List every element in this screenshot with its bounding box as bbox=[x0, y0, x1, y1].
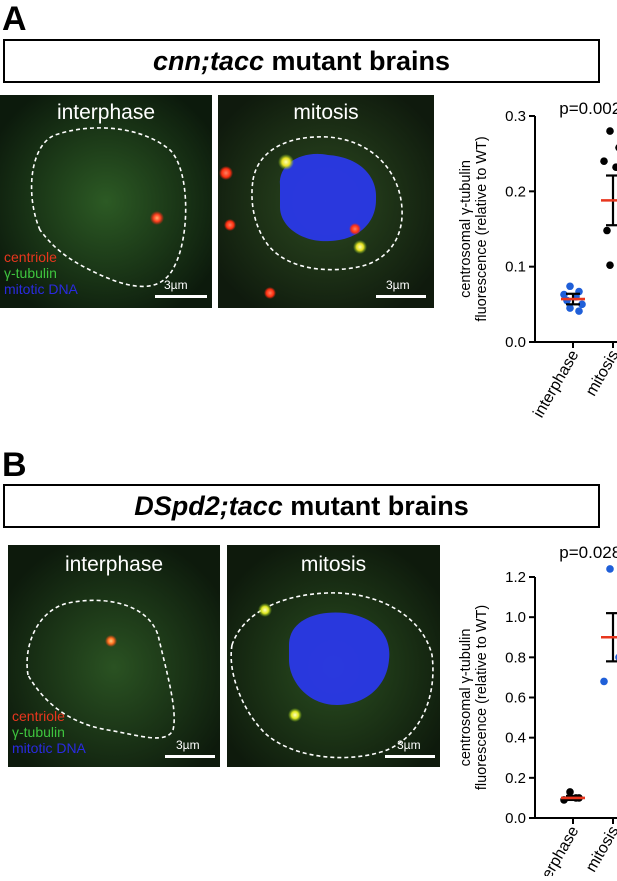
panel-a-mitosis-micrograph bbox=[218, 95, 434, 308]
y-tick-label: 0.4 bbox=[505, 730, 526, 747]
p-value-label: p=0.0022 bbox=[559, 99, 617, 118]
panel-a-mitosis-image: mitosis 3µm bbox=[218, 95, 434, 308]
background bbox=[8, 545, 220, 767]
panel-b-mitosis-label: mitosis bbox=[300, 553, 367, 576]
x-tick-label: mitosis bbox=[583, 348, 617, 400]
data-point bbox=[606, 127, 614, 135]
panel-b-title: DSpd2;tacc mutant brains bbox=[3, 484, 600, 528]
centriole-dot bbox=[219, 166, 233, 180]
y-tick-label: 0.0 bbox=[505, 334, 526, 351]
scale-label: 3µm bbox=[176, 738, 200, 752]
centriole-dot bbox=[264, 287, 276, 299]
data-point bbox=[560, 290, 568, 299]
centriole-dot bbox=[105, 635, 117, 647]
data-point bbox=[600, 157, 608, 165]
data-point bbox=[575, 307, 583, 315]
data-point bbox=[603, 226, 611, 235]
centrosome-dot bbox=[288, 708, 302, 722]
panel-b-interphase-image: interphase centriole γ-tubulin mitotic D… bbox=[8, 545, 220, 767]
y-axis-label-line1: centrosomal γ-tubulin bbox=[458, 629, 474, 767]
y-tick-label: 0.1 bbox=[505, 259, 526, 276]
panel-letter-b: B bbox=[2, 446, 27, 484]
mitotic-dna bbox=[289, 612, 390, 705]
panel-b-mitosis-image: mitosis 3µm bbox=[227, 545, 440, 767]
scale-label: 3µm bbox=[397, 738, 421, 752]
legend-centriole: centriole bbox=[12, 708, 65, 724]
x-tick-label: interphase bbox=[530, 347, 582, 420]
panel-a-title: cnn;tacc mutant brains bbox=[3, 39, 600, 83]
y-axis-label-line1: centrosomal γ-tubulin bbox=[458, 160, 474, 298]
panel-a-channel-legend: centriole γ-tubulin mitotic DNA bbox=[4, 249, 78, 297]
legend-centriole: centriole bbox=[4, 249, 57, 265]
scale-bar bbox=[165, 755, 215, 758]
data-point bbox=[606, 261, 614, 269]
y-tick-label: 0.6 bbox=[505, 690, 526, 707]
data-point bbox=[566, 282, 574, 291]
legend-gamma-tubulin: γ-tubulin bbox=[12, 724, 65, 740]
panel-b-channel-legend: centriole γ-tubulin mitotic DNA bbox=[12, 708, 86, 756]
panel-b-title-rest: mutant brains bbox=[282, 491, 469, 521]
cell-outline bbox=[30, 127, 187, 288]
panel-a-interphase-image: interphase centriole γ-tubulin mitotic D… bbox=[0, 95, 212, 308]
centrosome-dot bbox=[353, 240, 367, 254]
data-point bbox=[600, 677, 608, 686]
cell-outline bbox=[251, 136, 403, 271]
panel-letter-a: A bbox=[2, 0, 27, 38]
y-axis-label-line2: fluorescence (relative to WT) bbox=[474, 605, 490, 790]
y-tick-label: 0.8 bbox=[505, 649, 526, 666]
legend-mitotic-dna: mitotic DNA bbox=[12, 740, 86, 756]
panel-a-chart: 0.0 0.1 0.2 0.3 interphase mitosis centrosomal… bbox=[440, 95, 617, 435]
panel-a-title-genotype: cnn;tacc bbox=[152, 46, 264, 76]
panel-a-interphase-micrograph bbox=[0, 95, 212, 308]
legend-gamma-tubulin: γ-tubulin bbox=[4, 265, 57, 281]
panel-b-title-genotype: DSpd2;tacc bbox=[134, 491, 283, 521]
data-point bbox=[566, 304, 574, 312]
panel-a-title-rest: mutant brains bbox=[264, 46, 451, 76]
x-tick-label: interphase bbox=[530, 823, 582, 876]
panel-a-mitosis-label: mitosis bbox=[293, 101, 359, 124]
y-axis-label-line2: fluorescence (relative to WT) bbox=[474, 136, 490, 321]
scale-bar bbox=[385, 755, 435, 758]
p-value-label: p=0.0286 bbox=[559, 543, 617, 562]
panel-b-chart: 0.0 0.2 0.4 0.6 0.8 1.0 1.2 interphase mitosis ce… bbox=[440, 536, 617, 881]
x-tick-label: mitosis bbox=[583, 824, 617, 876]
scale-bar bbox=[155, 295, 207, 298]
data-point bbox=[578, 300, 586, 309]
centriole-dot bbox=[349, 223, 361, 235]
data-point bbox=[606, 565, 614, 573]
background bbox=[0, 95, 212, 308]
centriole-dot bbox=[224, 219, 236, 231]
centrosome-dot bbox=[258, 603, 272, 617]
scale-label: 3µm bbox=[164, 278, 188, 292]
panel-a-scatter-plot: 0.0 0.1 0.2 0.3 interphase mitosis centrosomal… bbox=[458, 99, 617, 421]
legend-mitotic-dna: mitotic DNA bbox=[4, 281, 78, 297]
data-point bbox=[566, 788, 574, 796]
panel-b-mitosis-micrograph bbox=[227, 545, 440, 767]
data-point bbox=[612, 163, 617, 172]
y-tick-label: 0.2 bbox=[505, 183, 526, 200]
y-tick-label: 1.0 bbox=[505, 609, 526, 626]
panel-b-scatter-plot: 0.0 0.2 0.4 0.6 0.8 1.0 1.2 interphase mitosis ce… bbox=[458, 543, 617, 881]
y-tick-label: 0.0 bbox=[505, 810, 526, 827]
mitotic-dna bbox=[279, 153, 377, 242]
centrosome-dot bbox=[278, 154, 294, 170]
scale-label: 3µm bbox=[386, 278, 410, 292]
y-tick-label: 0.2 bbox=[505, 770, 526, 787]
panel-b-interphase-label: interphase bbox=[64, 553, 164, 576]
cell-outline bbox=[26, 599, 175, 739]
y-tick-label: 1.2 bbox=[505, 569, 526, 586]
scale-bar bbox=[376, 295, 426, 298]
panel-a-interphase-label: interphase bbox=[56, 101, 156, 124]
y-tick-label: 0.3 bbox=[505, 108, 526, 125]
centriole-dot bbox=[150, 211, 164, 225]
panel-b-interphase-micrograph bbox=[8, 545, 220, 767]
